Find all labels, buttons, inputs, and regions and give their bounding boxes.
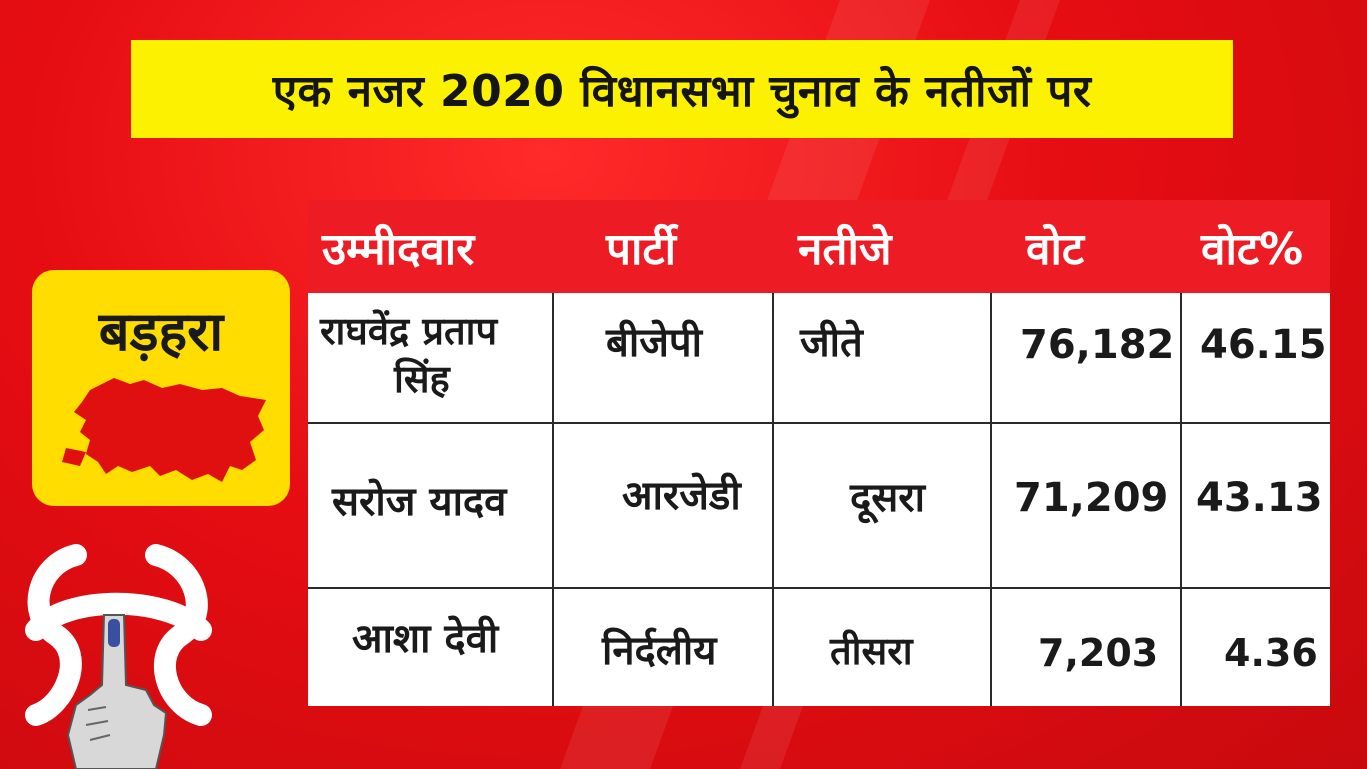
result: तीसरा (830, 629, 913, 673)
table-row: सरोज यादव आरजेडी दूसरा 71,209 43.13 (308, 424, 1330, 587)
column-divider (772, 293, 774, 706)
header-candidate: उम्मीदवार (322, 223, 475, 275)
header-vote-percent: वोट% (1201, 223, 1304, 275)
header-result: नतीजे (798, 223, 892, 275)
column-divider (990, 293, 992, 706)
voting-finger-icon (25, 544, 212, 769)
votes: 76,182 (1020, 322, 1175, 368)
candidate-name: राघवेंद्र प्रताप (320, 309, 498, 353)
table-row: आशा देवी निर्दलीय तीसरा 7,203 4.36 (308, 589, 1330, 706)
page-title: एक नजर 2020 विधानसभा चुनाव के नतीजों पर (272, 66, 1092, 117)
row-divider (308, 422, 1330, 424)
row-divider (308, 587, 1330, 589)
vote-percent: 43.13 (1196, 475, 1323, 521)
header-party: पार्टी (606, 223, 676, 275)
header-votes: वोट (1026, 223, 1085, 275)
constituency-map-icon (62, 378, 266, 482)
party: बीजेपी (606, 320, 702, 366)
candidate-name: सरोज यादव (332, 479, 507, 525)
constituency-name: बड़हरा (98, 300, 224, 363)
candidate-name-line2: सिंह (394, 357, 450, 401)
table-header: उम्मीदवार पार्टी नतीजे वोट वोट% (308, 200, 1330, 293)
results-table: उम्मीदवार पार्टी नतीजे वोट वोट% राघवेंद्… (308, 200, 1330, 706)
party: निर्दलीय (602, 628, 717, 674)
result: दूसरा (850, 475, 925, 521)
title-banner: एक नजर 2020 विधानसभा चुनाव के नतीजों पर (131, 40, 1233, 138)
constituency-card: बड़हरा (32, 270, 290, 506)
vote-percent: 4.36 (1224, 631, 1318, 675)
table-row: राघवेंद्र प्रताप सिंह बीजेपी जीते 76,182… (308, 293, 1330, 422)
column-divider (552, 293, 554, 706)
column-divider (1180, 293, 1182, 706)
votes: 71,209 (1014, 475, 1169, 521)
result: जीते (800, 320, 863, 366)
vote-percent: 46.15 (1200, 322, 1327, 368)
candidate-name: आशा देवी (352, 616, 499, 662)
votes: 7,203 (1038, 631, 1159, 675)
party: आरजेडी (622, 473, 741, 519)
